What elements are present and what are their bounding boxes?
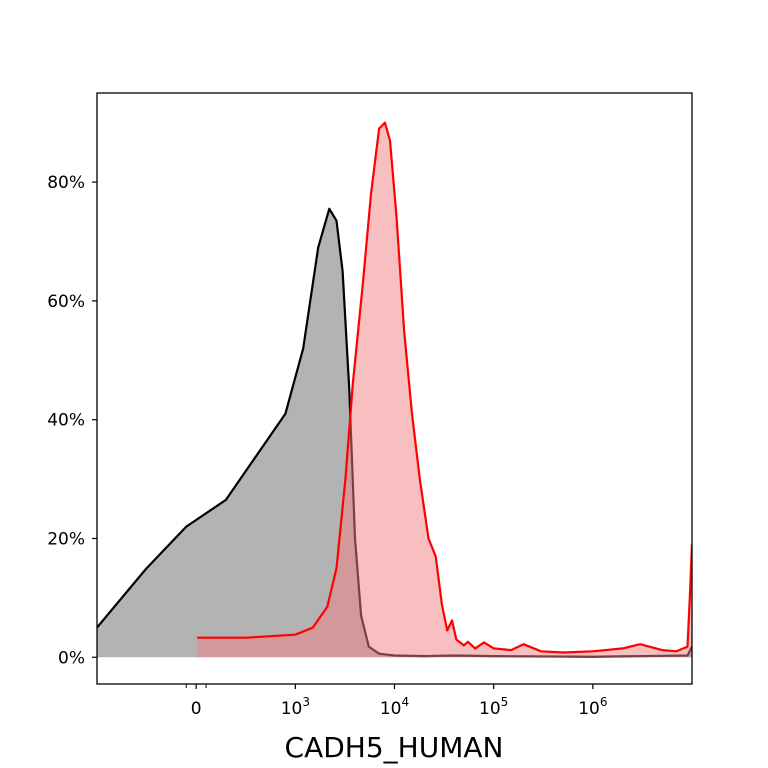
series-1-line bbox=[197, 121, 692, 654]
x-axis: 0 103 104 105 106 bbox=[185, 684, 607, 719]
y-axis: 0% 20% 40% 60% 80% bbox=[47, 173, 97, 668]
plot-area bbox=[97, 121, 692, 658]
x-axis-label: CADH5_HUMAN bbox=[285, 731, 504, 764]
y-tick-label: 80% bbox=[47, 173, 85, 193]
y-tick-label: 40% bbox=[47, 411, 85, 431]
x-tick-label: 103 bbox=[281, 695, 310, 719]
x-tick-label: 105 bbox=[479, 695, 508, 719]
y-tick-label: 20% bbox=[47, 529, 85, 549]
series-0-area bbox=[97, 208, 692, 658]
x-tick-label: 0 bbox=[191, 699, 202, 719]
x-tick-label: 106 bbox=[578, 695, 607, 719]
y-tick-label: 60% bbox=[47, 292, 85, 312]
y-tick-label: 0% bbox=[58, 648, 85, 668]
x-tick-label: 104 bbox=[380, 695, 409, 719]
